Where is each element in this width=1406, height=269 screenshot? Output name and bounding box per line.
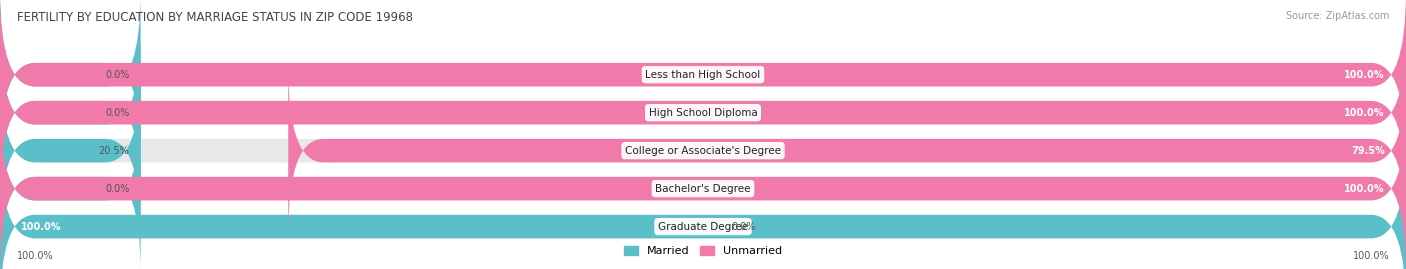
Text: Source: ZipAtlas.com: Source: ZipAtlas.com [1285, 11, 1389, 21]
Text: 100.0%: 100.0% [1344, 70, 1385, 80]
FancyBboxPatch shape [0, 105, 1406, 269]
Text: 79.5%: 79.5% [1351, 146, 1385, 156]
FancyBboxPatch shape [0, 30, 1406, 196]
Text: 100.0%: 100.0% [1344, 184, 1385, 194]
FancyBboxPatch shape [0, 0, 1406, 158]
FancyBboxPatch shape [0, 30, 141, 196]
Text: High School Diploma: High School Diploma [648, 108, 758, 118]
Legend: Married, Unmarried: Married, Unmarried [620, 241, 786, 261]
FancyBboxPatch shape [0, 143, 1406, 269]
Text: 100.0%: 100.0% [21, 222, 62, 232]
FancyBboxPatch shape [0, 68, 1406, 234]
Text: College or Associate's Degree: College or Associate's Degree [626, 146, 780, 156]
Text: 20.5%: 20.5% [98, 146, 129, 156]
Text: 0.0%: 0.0% [105, 184, 129, 194]
Text: Graduate Degree: Graduate Degree [658, 222, 748, 232]
Text: 100.0%: 100.0% [17, 251, 53, 261]
Text: 100.0%: 100.0% [1344, 108, 1385, 118]
Text: 100.0%: 100.0% [1353, 251, 1389, 261]
FancyBboxPatch shape [288, 68, 1406, 234]
FancyBboxPatch shape [0, 105, 1406, 269]
FancyBboxPatch shape [0, 0, 141, 158]
Text: FERTILITY BY EDUCATION BY MARRIAGE STATUS IN ZIP CODE 19968: FERTILITY BY EDUCATION BY MARRIAGE STATU… [17, 11, 413, 24]
FancyBboxPatch shape [0, 0, 1406, 158]
Text: Less than High School: Less than High School [645, 70, 761, 80]
Text: Bachelor's Degree: Bachelor's Degree [655, 184, 751, 194]
FancyBboxPatch shape [0, 143, 1406, 269]
FancyBboxPatch shape [0, 30, 1406, 196]
Text: 0.0%: 0.0% [105, 108, 129, 118]
Text: 0.0%: 0.0% [105, 70, 129, 80]
FancyBboxPatch shape [0, 68, 141, 234]
FancyBboxPatch shape [0, 105, 141, 269]
Text: 0.0%: 0.0% [731, 222, 755, 232]
